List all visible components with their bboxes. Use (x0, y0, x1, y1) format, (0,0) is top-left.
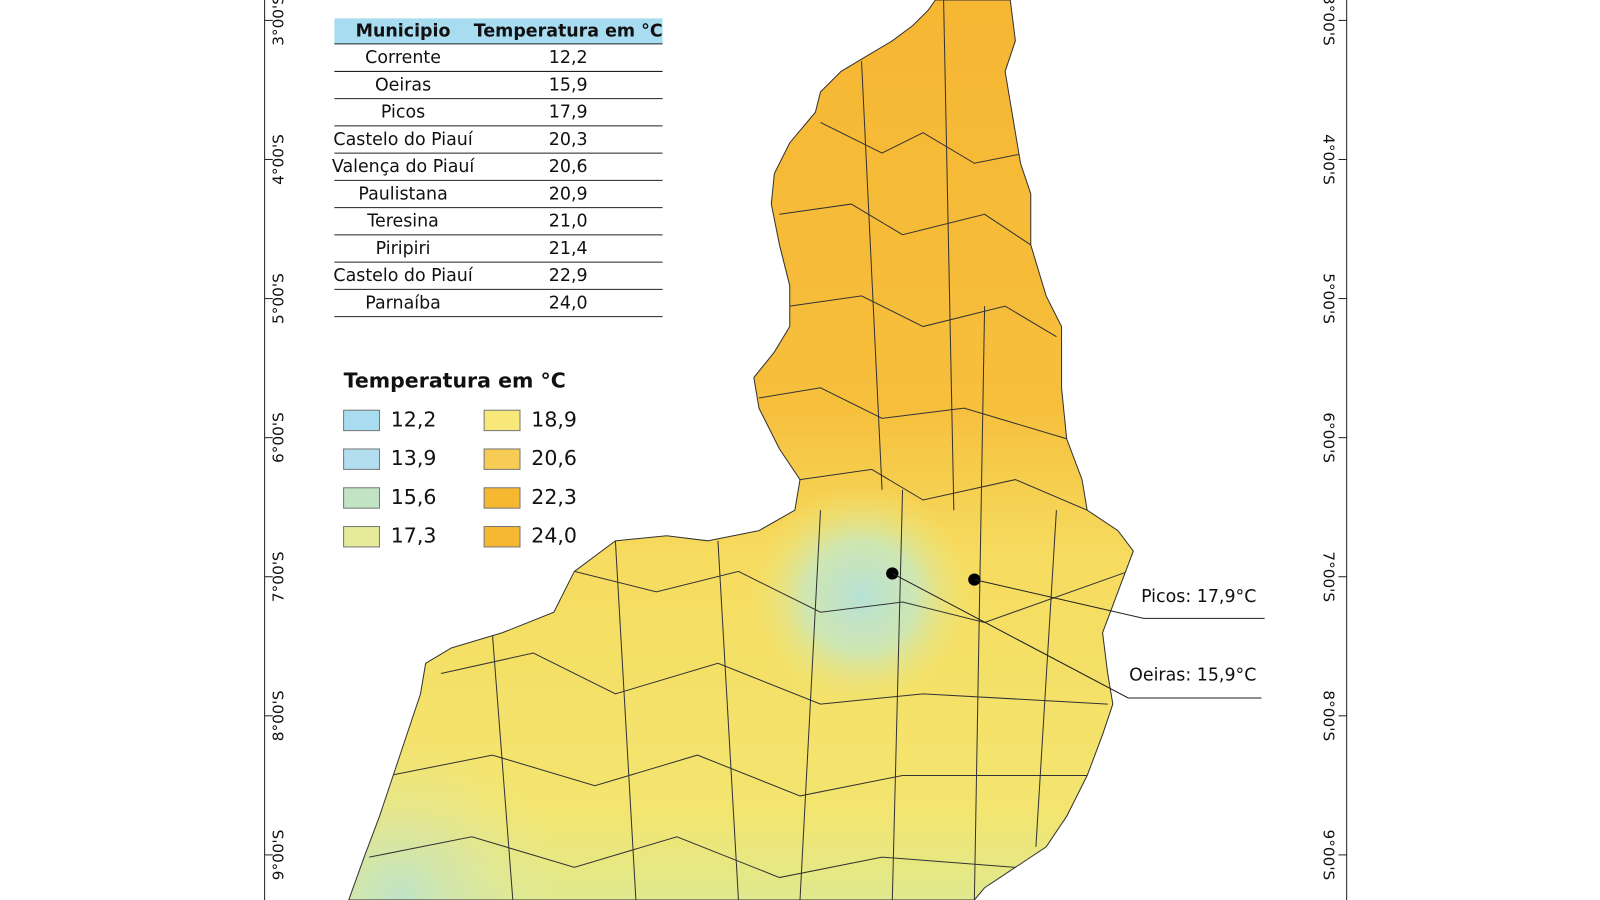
legend-label: 17,3 (391, 524, 437, 548)
table-cell: 12,2 (549, 48, 588, 68)
latitude-label: 5°00'S (269, 273, 287, 324)
annotation: Oeiras: 15,9°C (1129, 666, 1256, 686)
table-cell: 20,6 (549, 157, 588, 177)
table-cell: 15,9 (549, 75, 588, 95)
table-cell: 21,0 (549, 212, 588, 232)
table-cell: 20,3 (549, 130, 588, 150)
legend-label: 22,3 (531, 485, 577, 509)
legend-swatch (483, 448, 521, 470)
table-cell: 17,9 (549, 103, 588, 123)
latitude-label: 3°00'S (1320, 0, 1338, 46)
table-cell: Teresina (366, 212, 439, 232)
legend-swatch (343, 487, 380, 509)
legend-swatch (483, 526, 521, 548)
table-cell: Piripiri (376, 239, 431, 259)
table-header: Municipio (356, 22, 451, 42)
latitude-label: 8°00'S (269, 690, 287, 741)
legend-swatch (483, 409, 521, 432)
latitude-label: 7°00'S (1320, 551, 1338, 602)
legend-label: 20,6 (531, 446, 577, 470)
table-cell: 21,4 (549, 239, 588, 259)
latitude-label: 8°00'S (1320, 690, 1338, 741)
legend: 12,2 13,9 15,6 17,3 18,9 20,6 22,3 24,0 (343, 407, 577, 548)
table-cell: 22,9 (549, 266, 588, 286)
legend-label: 18,9 (531, 407, 577, 431)
table-cell: 24,0 (549, 293, 588, 313)
legend-swatch (483, 487, 521, 509)
legend-title: Temperatura em °C (344, 369, 566, 393)
latitude-labels: 3°00'S 4°00'S 5°00'S 6°00'S 7°00'S 8°00'S 9°00… (264, 0, 1347, 881)
latitude-label: 9°00'S (1320, 830, 1338, 881)
legend-label: 24,0 (531, 524, 577, 548)
latitude-label: 4°00'S (269, 134, 287, 185)
latitude-label: 7°00'S (269, 551, 287, 602)
table-header: Temperatura em °C (474, 22, 663, 42)
table-cell: Paulistana (358, 184, 447, 204)
annotation: Picos: 17,9°C (1141, 587, 1256, 607)
latitude-label: 6°00'S (1320, 412, 1338, 463)
latitude-label: 4°00'S (1320, 134, 1338, 185)
legend-label: 12,2 (391, 407, 437, 431)
latitude-label: 5°00'S (1320, 273, 1338, 324)
legend-swatch (343, 448, 380, 470)
legend-swatch (343, 409, 380, 432)
table-header-bg (334, 18, 663, 44)
picos-leader (974, 579, 1265, 619)
oeiras-leader (892, 573, 1262, 699)
legend-swatch (343, 526, 380, 548)
callouts: Picos: 17,9°C Oeiras: 15,9°C (886, 567, 1265, 699)
table-cell: Castelo do Piauí (333, 266, 473, 286)
table-cell: Valença do Piauí (332, 157, 476, 177)
table-cell: Oeiras (375, 75, 431, 95)
table-cell: Castelo do Piauí (333, 130, 473, 150)
table-cell: Picos (381, 103, 425, 123)
legend-label: 15,6 (391, 485, 437, 509)
table-cell: 20,9 (549, 184, 588, 204)
latitude-label: 6°00'S (269, 412, 287, 463)
table-cell: Corrente (365, 48, 441, 68)
latitude-label: 3°00'S (269, 0, 287, 46)
table-cell: Parnaíba (365, 293, 441, 313)
legend-label: 13,9 (391, 446, 437, 470)
table: Municipio Temperatura em °C Corrente 12,2 Oe… (332, 22, 663, 318)
latitude-label: 9°00'S (269, 830, 287, 881)
